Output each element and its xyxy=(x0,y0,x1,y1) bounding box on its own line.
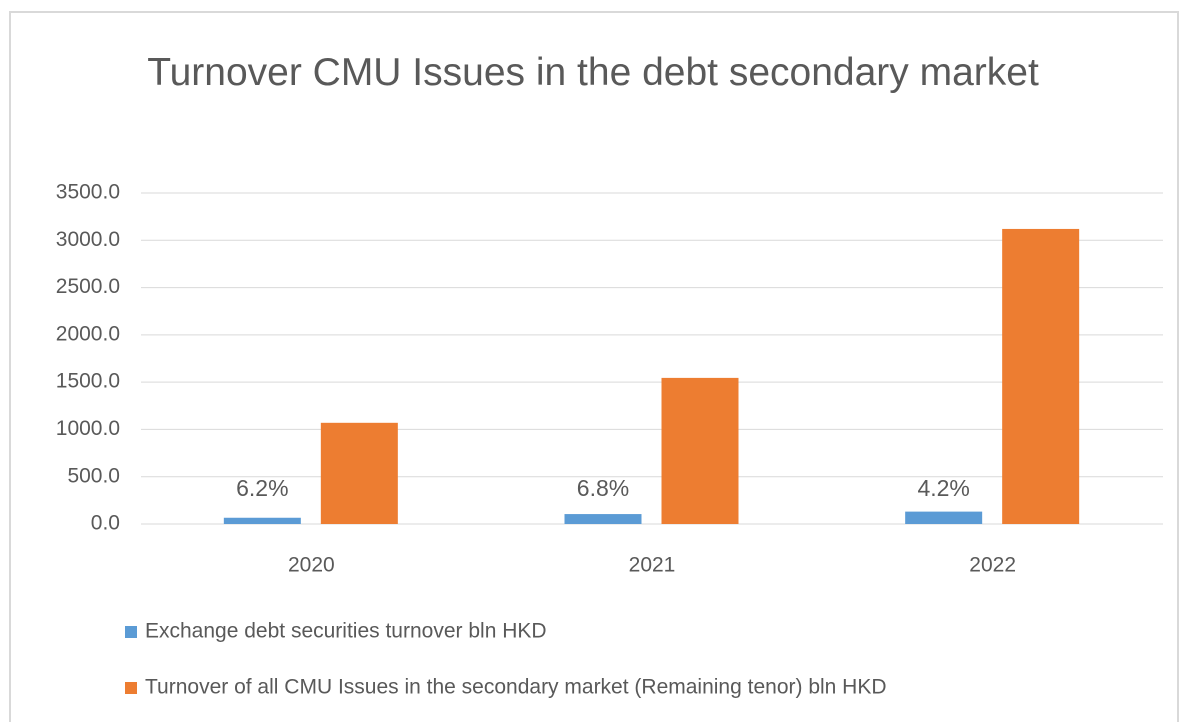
annotation: 6.2% xyxy=(236,475,288,501)
legend-label: Exchange debt securities turnover bln HK… xyxy=(145,620,547,643)
y-tick-label: 500.0 xyxy=(67,464,120,487)
bar xyxy=(223,517,301,524)
y-tick-label: 3500.0 xyxy=(56,181,120,204)
y-tick-label: 2000.0 xyxy=(56,322,120,345)
legend-swatch xyxy=(125,626,137,638)
legend-swatch xyxy=(125,682,137,694)
bar xyxy=(564,514,642,524)
chart-title: Turnover CMU Issues in the debt secondar… xyxy=(147,51,1039,94)
y-tick-label: 1000.0 xyxy=(56,417,120,440)
y-tick-label: 0.0 xyxy=(91,512,120,535)
bar xyxy=(320,422,398,524)
x-tick-label: 2021 xyxy=(629,554,676,577)
bar xyxy=(1002,228,1080,525)
annotation: 4.2% xyxy=(917,475,969,501)
annotation: 6.8% xyxy=(577,475,629,501)
bar xyxy=(661,377,739,524)
x-tick-label: 2020 xyxy=(288,554,335,577)
bar xyxy=(905,511,983,524)
chart-frame xyxy=(9,11,1179,722)
y-tick-label: 1500.0 xyxy=(56,370,120,393)
x-tick-label: 2022 xyxy=(969,554,1016,577)
y-tick-label: 2500.0 xyxy=(56,275,120,298)
y-tick-label: 3000.0 xyxy=(56,228,120,251)
legend-label: Turnover of all CMU Issues in the second… xyxy=(145,676,887,699)
